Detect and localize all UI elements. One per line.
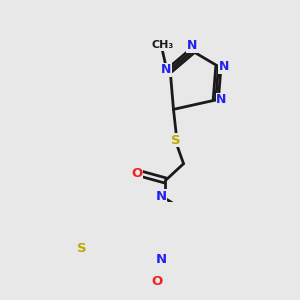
Text: N: N bbox=[187, 40, 197, 52]
Text: O: O bbox=[152, 274, 163, 288]
Text: S: S bbox=[171, 134, 180, 147]
Text: S: S bbox=[77, 242, 86, 255]
Text: CH₃: CH₃ bbox=[152, 40, 174, 50]
Text: O: O bbox=[131, 167, 142, 180]
Text: N: N bbox=[155, 253, 167, 266]
Text: N: N bbox=[216, 94, 226, 106]
Text: N: N bbox=[155, 190, 167, 203]
Text: N: N bbox=[160, 63, 171, 76]
Text: N: N bbox=[219, 60, 229, 73]
